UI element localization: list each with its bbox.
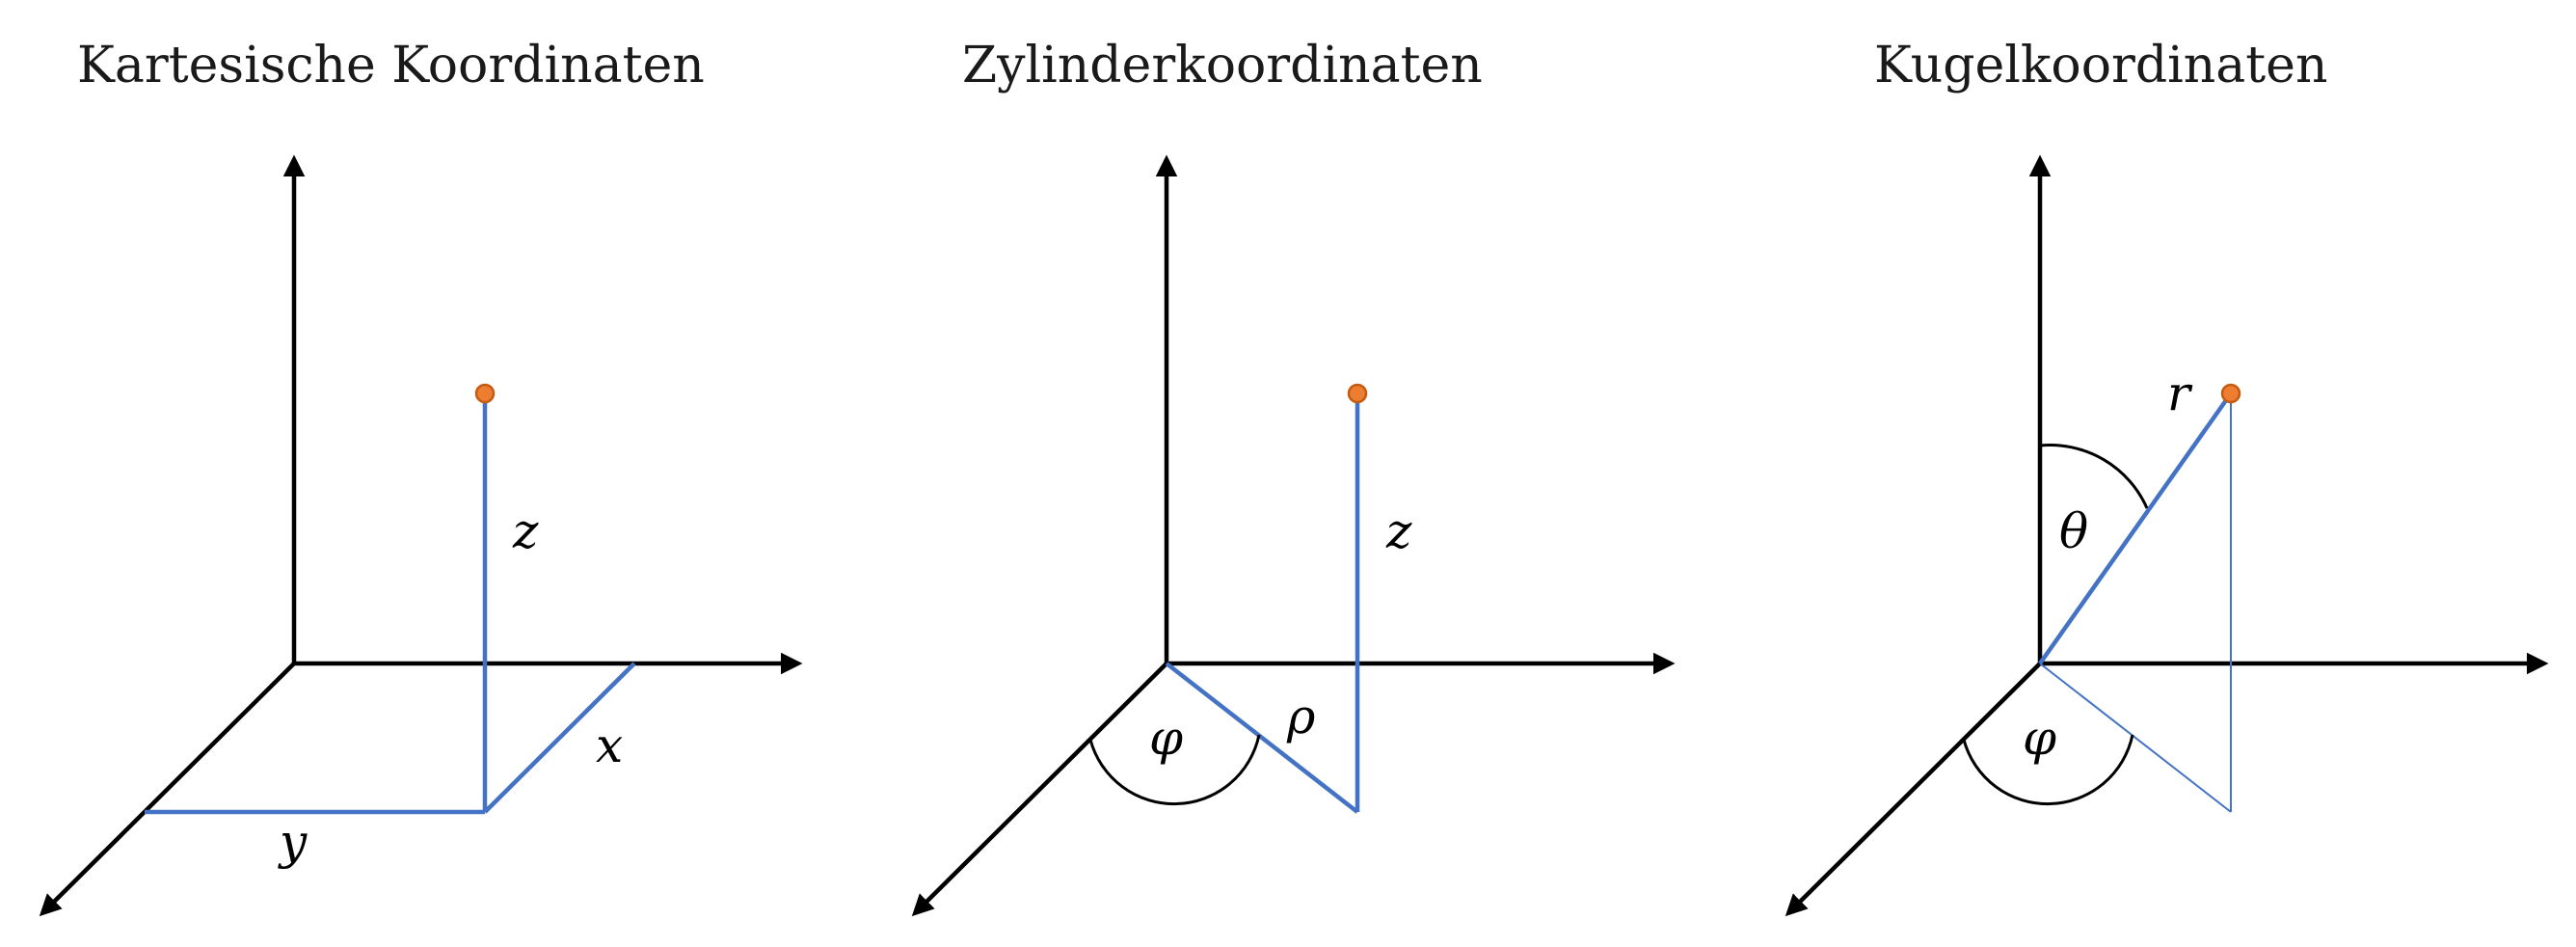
r-line: [2038, 392, 2233, 665]
x-axis: [911, 662, 1168, 917]
label-r: r: [2167, 365, 2193, 421]
phi-angle-arc: [1962, 734, 2134, 806]
label-z: z: [1385, 503, 1412, 559]
rho-line: [1165, 662, 1359, 814]
point-marker: [474, 383, 496, 404]
title-cylindrical: Zylinderkoordinaten: [962, 37, 1483, 95]
title-cartesian: Kartesische Koordinaten: [77, 37, 705, 95]
projection-line: [2039, 663, 2232, 813]
x-line: [483, 662, 636, 814]
panel-cylindrical: z ρ φ: [911, 154, 1676, 917]
theta-angle-arc: [2039, 444, 2149, 509]
title-spherical: Kugelkoordinaten: [1874, 37, 2328, 95]
panel-cartesian: z x y: [39, 154, 803, 917]
label-y: y: [278, 814, 308, 870]
x-axis: [39, 662, 296, 917]
label-x: x: [596, 717, 623, 773]
label-phi: φ: [2023, 710, 2056, 766]
panel-spherical: r θ φ: [1784, 154, 2549, 917]
phi-angle-arc: [1088, 734, 1261, 806]
point-marker: [1347, 383, 1368, 404]
x-axis: [1784, 662, 2042, 917]
label-theta: θ: [2059, 503, 2088, 559]
label-phi: φ: [1149, 710, 1183, 766]
label-z: z: [512, 503, 539, 559]
label-rho: ρ: [1286, 689, 1316, 744]
point-marker: [2220, 383, 2241, 404]
